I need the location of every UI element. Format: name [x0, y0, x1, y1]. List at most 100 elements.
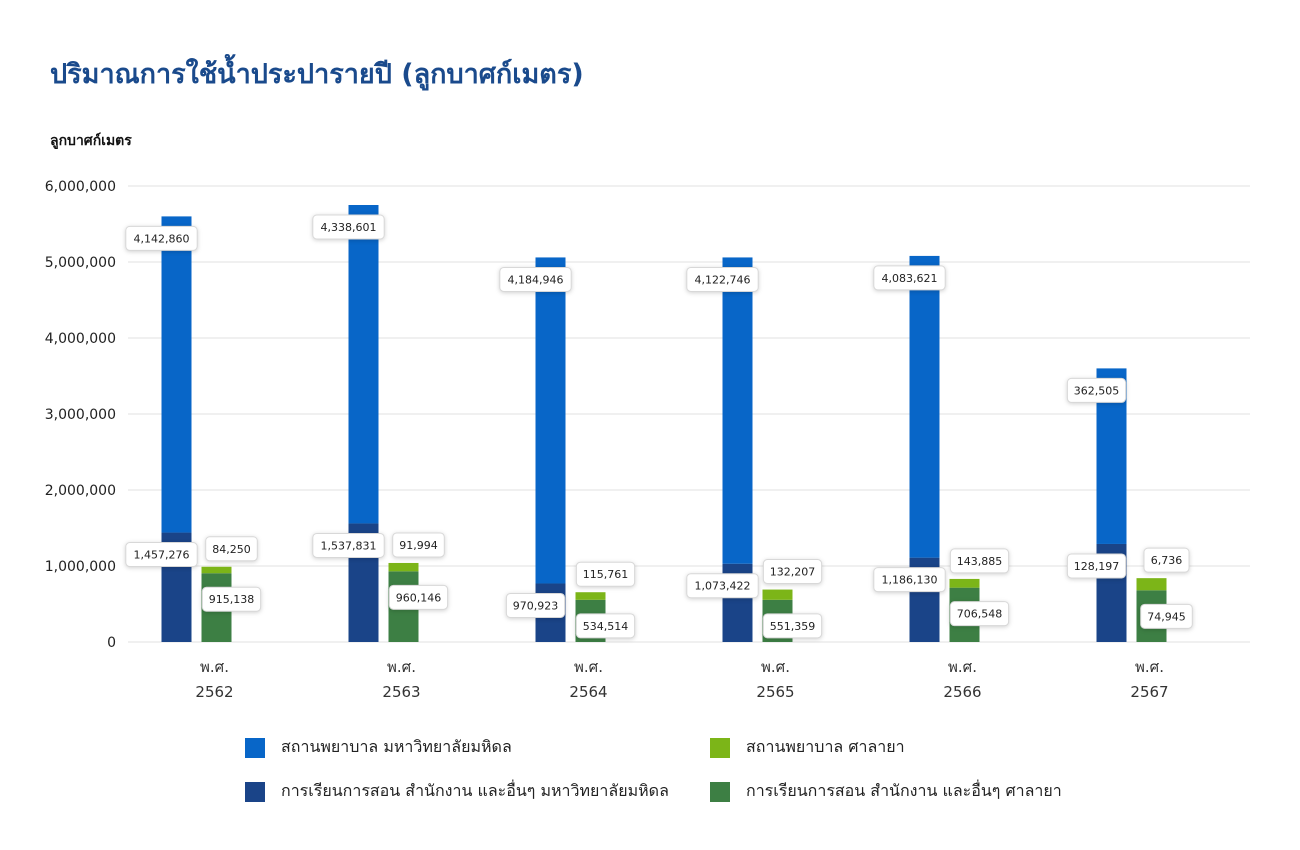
bar-salaya-hospital	[575, 592, 606, 600]
x-tick-label-year: 2566	[943, 683, 981, 701]
data-label-box	[762, 559, 823, 585]
data-label-text: 970,923	[513, 599, 559, 612]
bar-salaya-hospital	[388, 562, 419, 572]
legend-item-mahidol-teaching[interactable]: การเรียนการสอน สำนักงาน และอื่นๆ มหาวิทย…	[245, 779, 669, 804]
legend-swatch	[245, 737, 265, 758]
data-label-box	[575, 561, 636, 587]
y-tick-label: 5,000,000	[45, 255, 116, 271]
data-label-text: 960,146	[396, 591, 442, 604]
data-label-box	[388, 584, 449, 610]
data-label-salaya-teaching: 960,146	[388, 584, 449, 610]
y-tick-label: 1,000,000	[45, 559, 116, 575]
bar-mahidol-hospital	[348, 205, 379, 524]
bar-mahidol-hospital	[161, 216, 192, 533]
data-label-mahidol-hospital: 4,184,946	[499, 266, 572, 292]
data-label-text: 74,945	[1147, 610, 1186, 623]
data-label-box	[686, 573, 759, 599]
x-tick-label-era: พ.ศ.	[387, 658, 416, 676]
bar-mahidol-hospital	[535, 257, 566, 584]
data-label-text: 1,073,422	[695, 580, 751, 593]
data-label-box	[873, 567, 946, 593]
data-label-salaya-hospital: 132,207	[762, 559, 823, 585]
data-label-box	[949, 601, 1010, 627]
y-tick-label: 0	[107, 635, 116, 651]
data-label-mahidol-hospital: 362,505	[1066, 377, 1127, 403]
data-label-text: 4,122,746	[695, 273, 751, 286]
data-label-box	[125, 225, 198, 251]
data-label-box	[1143, 547, 1190, 573]
data-label-mahidol-hospital: 4,083,621	[873, 265, 946, 291]
legend-item-salaya-teaching[interactable]: การเรียนการสอน สำนักงาน และอื่นๆ ศาลายา	[710, 779, 1062, 804]
bar-salaya-hospital	[201, 566, 232, 574]
data-label-mahidol-hospital: 4,338,601	[312, 214, 385, 240]
data-label-text: 1,537,831	[321, 539, 377, 552]
data-label-mahidol-teaching: 1,457,276	[125, 542, 198, 568]
data-label-salaya-hospital: 143,885	[949, 548, 1010, 574]
data-label-text: 4,184,946	[508, 273, 564, 286]
data-label-salaya-hospital: 6,736	[1143, 547, 1190, 573]
data-label-text: 4,338,601	[321, 221, 377, 234]
data-label-text: 143,885	[957, 555, 1003, 568]
x-tick-label-year: 2562	[195, 683, 233, 701]
x-tick-label-era: พ.ศ.	[1135, 658, 1164, 676]
data-label-text: 1,457,276	[134, 549, 190, 562]
data-label-box	[1066, 553, 1127, 579]
x-tick-label-year: 2565	[756, 683, 794, 701]
data-label-box	[125, 542, 198, 568]
y-tick-label: 6,000,000	[45, 179, 116, 195]
data-label-text: 4,083,621	[882, 272, 938, 285]
data-label-box	[1066, 377, 1127, 403]
data-label-mahidol-teaching: 970,923	[505, 592, 566, 618]
data-label-box	[205, 536, 258, 562]
bar-mahidol-hospital	[722, 257, 753, 564]
bar-salaya-hospital	[1136, 578, 1167, 591]
data-label-box	[312, 214, 385, 240]
y-tick-label: 4,000,000	[45, 331, 116, 347]
bar-salaya-hospital	[949, 578, 980, 588]
legend-item-salaya-hospital[interactable]: สถานพยาบาล ศาลายา	[710, 735, 905, 760]
legend-swatch	[710, 737, 730, 758]
data-label-text: 6,736	[1151, 554, 1183, 567]
bar-mahidol-hospital	[909, 255, 940, 558]
data-label-salaya-teaching: 915,138	[201, 586, 262, 612]
legend-label: สถานพยาบาล มหาวิทยาลัยมหิดล	[281, 737, 512, 756]
data-label-salaya-hospital: 84,250	[205, 536, 258, 562]
data-label-text: 84,250	[212, 543, 251, 556]
data-label-mahidol-teaching: 128,197	[1066, 553, 1127, 579]
data-label-box	[1140, 603, 1193, 629]
data-label-box	[499, 266, 572, 292]
data-label-text: 91,994	[399, 539, 438, 552]
bar-salaya-hospital	[762, 589, 793, 600]
data-label-box	[312, 532, 385, 558]
legend-swatch	[710, 781, 730, 802]
x-tick-label-year: 2564	[569, 683, 607, 701]
x-tick-label-era: พ.ศ.	[948, 658, 977, 676]
data-label-box	[575, 613, 636, 639]
data-label-box	[505, 592, 566, 618]
chart-title: ปริมาณการใช้น้ำประปารายปี (ลูกบาศก์เมตร)	[50, 59, 584, 90]
legend-item-mahidol-hospital[interactable]: สถานพยาบาล มหาวิทยาลัยมหิดล	[245, 735, 512, 760]
data-label-text: 362,505	[1074, 384, 1120, 397]
data-label-box	[686, 266, 759, 292]
data-label-box	[873, 265, 946, 291]
data-label-salaya-hospital: 115,761	[575, 561, 636, 587]
data-label-salaya-teaching: 706,548	[949, 601, 1010, 627]
data-label-mahidol-hospital: 4,142,860	[125, 225, 198, 251]
data-label-text: 115,761	[583, 568, 629, 581]
y-axis-label: ลูกบาศก์เมตร	[50, 133, 132, 149]
x-tick-label-era: พ.ศ.	[574, 658, 603, 676]
data-label-salaya-teaching: 534,514	[575, 613, 636, 639]
legend-label: สถานพยาบาล ศาลายา	[746, 737, 905, 756]
data-label-salaya-teaching: 551,359	[762, 613, 823, 639]
data-label-salaya-teaching: 74,945	[1140, 603, 1193, 629]
data-label-text: 706,548	[957, 608, 1003, 621]
data-label-box	[392, 532, 445, 558]
data-label-text: 534,514	[583, 620, 629, 633]
stacked-bar-chart: 0 1,000,000 2,000,000 3,000,000 4,000,000 5,0…	[45, 179, 1250, 701]
data-label-mahidol-hospital: 4,122,746	[686, 266, 759, 292]
legend-label: การเรียนการสอน สำนักงาน และอื่นๆ มหาวิทย…	[281, 781, 669, 800]
legend-label: การเรียนการสอน สำนักงาน และอื่นๆ ศาลายา	[746, 781, 1062, 800]
x-tick-label-era: พ.ศ.	[761, 658, 790, 676]
data-label-mahidol-teaching: 1,186,130	[873, 567, 946, 593]
data-label-mahidol-teaching: 1,073,422	[686, 573, 759, 599]
